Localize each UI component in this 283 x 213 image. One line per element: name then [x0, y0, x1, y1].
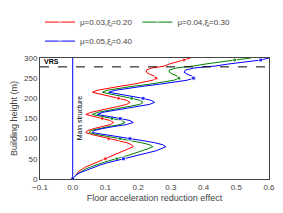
svg-text:0.6: 0.6 — [263, 183, 275, 192]
svg-text:150: 150 — [24, 114, 38, 123]
svg-text:VRS: VRS — [44, 58, 59, 65]
svg-text:0: 0 — [33, 175, 38, 184]
svg-text:μ=0.03,ξⱼ=0.20: μ=0.03,ξⱼ=0.20 — [80, 18, 132, 27]
svg-text:0.5: 0.5 — [231, 183, 243, 192]
svg-text:100: 100 — [24, 134, 38, 143]
svg-text:0.2: 0.2 — [133, 183, 145, 192]
svg-text:200: 200 — [24, 94, 38, 103]
svg-text:Floor acceleration reduction e: Floor acceleration reduction effect — [87, 193, 223, 203]
svg-text:μ=0.04,ξⱼ=0.30: μ=0.04,ξⱼ=0.30 — [177, 18, 229, 27]
svg-text:0.1: 0.1 — [100, 183, 112, 192]
svg-text:250: 250 — [24, 74, 38, 83]
svg-text:−0.1: −0.1 — [32, 183, 48, 192]
svg-text:0.4: 0.4 — [198, 183, 210, 192]
svg-text:Building height (m): Building height (m) — [9, 81, 19, 156]
svg-text:Main structure: Main structure — [76, 96, 83, 140]
svg-text:0.0: 0.0 — [67, 183, 79, 192]
svg-text:50: 50 — [28, 155, 37, 164]
svg-text:300: 300 — [24, 54, 38, 63]
svg-text:0.3: 0.3 — [165, 183, 177, 192]
svg-text:μ=0.05,ξⱼ=0.40: μ=0.05,ξⱼ=0.40 — [80, 37, 132, 46]
